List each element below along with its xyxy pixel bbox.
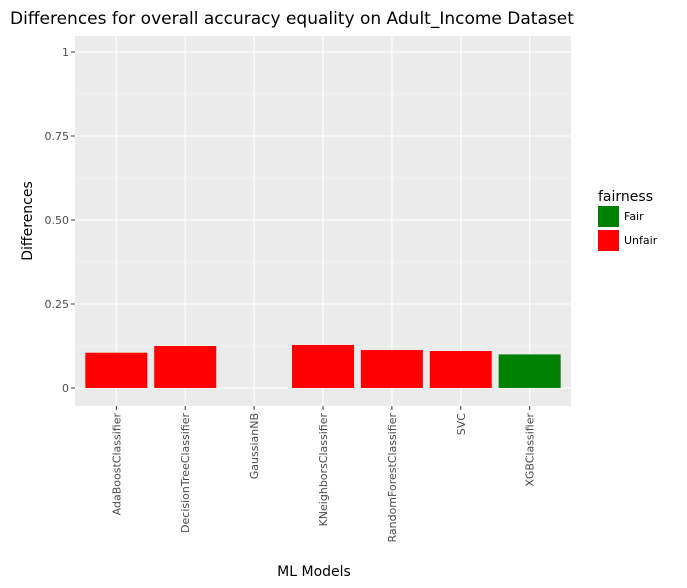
bars	[85, 344, 561, 388]
y-tick-label: 0.25	[45, 298, 70, 311]
x-tick-label: KNeighborsClassifier	[317, 413, 330, 527]
y-tick-label: 0	[62, 382, 69, 395]
chart-title: Differences for overall accuracy equalit…	[10, 9, 574, 29]
legend-swatch	[598, 230, 619, 251]
bar	[292, 344, 354, 388]
y-tick-label: 0.75	[45, 130, 70, 143]
y-tick-label: 0.50	[45, 214, 70, 227]
gridlines	[75, 36, 571, 406]
x-tick-label: XGBClassifier	[524, 413, 537, 487]
x-tick-label: SVC	[455, 413, 468, 436]
y-axis: 0 0.25 0.50 0.75 1	[45, 46, 75, 395]
y-axis-title: Differences	[20, 181, 36, 260]
y-tick-label: 1	[62, 46, 69, 59]
x-tick-label: RandomForestClassifier	[386, 413, 399, 543]
x-tick-label: DecisionTreeClassifier	[179, 413, 192, 533]
bar	[360, 350, 423, 388]
legend-label: Fair	[624, 210, 644, 223]
x-axis-title: ML Models	[277, 564, 351, 580]
legend-title: fairness	[598, 189, 653, 205]
legend-label: Unfair	[624, 234, 658, 247]
x-tick-label: AdaBoostClassifier	[110, 413, 123, 516]
legend: fairness Fair Unfair	[598, 189, 658, 251]
bar	[498, 354, 561, 388]
x-tick-label: GaussianNB	[248, 413, 261, 479]
legend-swatch	[598, 206, 619, 227]
bar	[85, 352, 148, 388]
bar	[429, 351, 492, 388]
bar	[154, 346, 217, 388]
x-axis: AdaBoostClassifier DecisionTreeClassifier…	[110, 406, 537, 543]
